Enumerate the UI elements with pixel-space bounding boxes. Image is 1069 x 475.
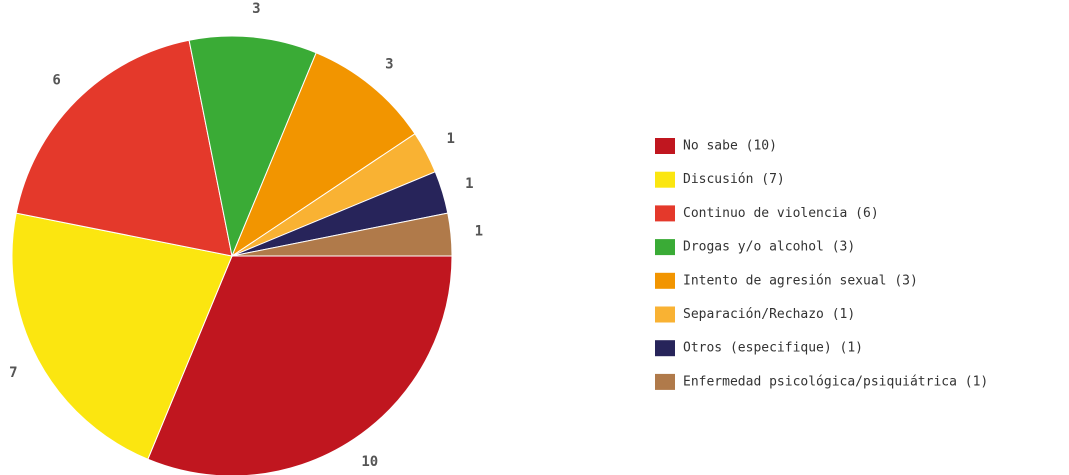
pie-slice: [188, 35, 317, 258]
data-label: 3: [385, 56, 393, 72]
data-label: 6: [52, 73, 60, 89]
legend-label: Intento de agresión sexual (3): [683, 273, 918, 288]
pie-slice: [15, 39, 233, 257]
legend-label: Discusión (7): [683, 172, 785, 187]
legend-label: Continuo de violencia (6): [683, 206, 879, 221]
data-label: 10: [361, 454, 378, 470]
legend-swatch: [655, 138, 675, 154]
data-label: 7: [9, 365, 17, 381]
data-label: 1: [475, 224, 483, 240]
pie-slice: [147, 255, 453, 475]
legend-swatch: [655, 340, 675, 357]
legend-swatch: [655, 272, 675, 289]
data-label: 1: [465, 176, 473, 192]
pie-slice: [230, 52, 416, 258]
legend-swatch: [655, 373, 675, 390]
legend-swatch: [655, 205, 675, 222]
pie-slice: [11, 212, 233, 460]
data-label: 1: [446, 131, 454, 147]
data-label: 3: [252, 1, 260, 17]
legend-swatch: [655, 171, 675, 188]
legend-swatch: [655, 306, 675, 323]
legend-swatch: [655, 239, 675, 256]
legend-label: No sabe (10): [683, 139, 777, 154]
pie-slice: [231, 212, 453, 257]
legend-label: Drogas y/o alcohol (3): [683, 240, 855, 255]
legend-label: Otros (especifique) (1): [683, 341, 863, 356]
legend-label: Separación/Rechazo (1): [683, 307, 855, 322]
legend-label: Enfermedad psicológica/psiquiátrica (1): [683, 374, 988, 389]
